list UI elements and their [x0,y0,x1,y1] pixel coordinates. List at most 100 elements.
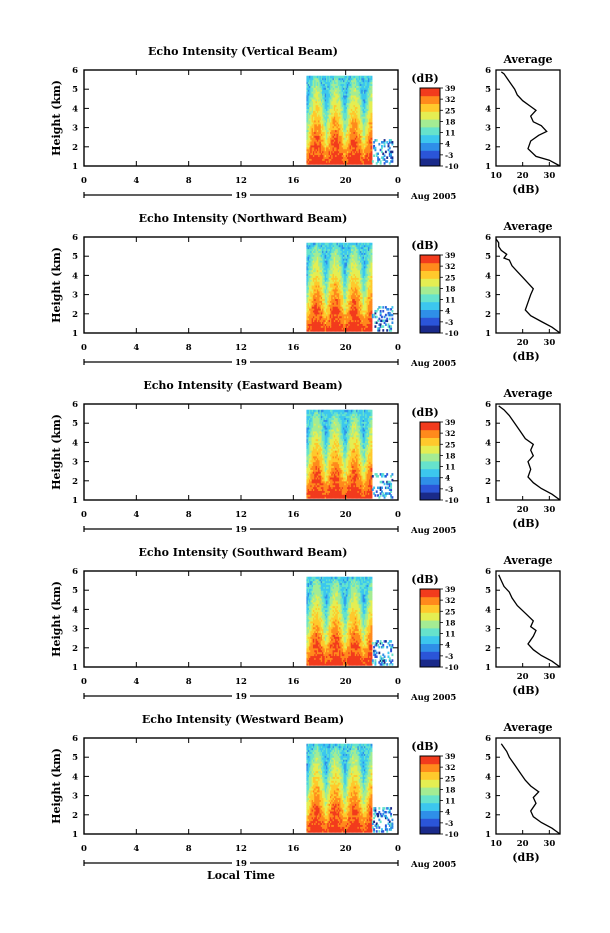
heat-cell [391,321,393,324]
colorbar-segment [420,278,440,282]
y-tick-label: 4 [72,104,78,114]
y-tick-label: 4 [72,271,78,281]
x-tick-label: 20 [340,176,352,186]
colorbar-segment [420,282,440,286]
heat-cell [373,154,375,157]
panel-title: Echo Intensity (Vertical Beam) [148,45,338,58]
heat-cell [384,139,386,142]
avg-x-tick-label: 20 [517,338,529,348]
heat-cell [391,141,393,144]
y-axis-label: Height (km) [50,247,63,323]
heat-cell [389,318,391,321]
colorbar-tick-label: 18 [445,117,455,126]
colorbar-segment [420,321,440,325]
heat-cell [386,329,388,332]
avg-x-label: (dB) [512,183,539,196]
colorbar-tick-label: 39 [445,84,455,93]
y-tick-label: 6 [72,66,78,76]
avg-x-label: (dB) [512,350,539,363]
colorbar-segment [420,325,440,329]
heat-cell [391,151,393,154]
heat-cell [390,325,392,328]
y-tick-label: 3 [72,291,78,301]
avg-title: Average [502,220,552,233]
heat-cell [382,306,384,309]
heat-cell [374,147,376,150]
heat-cell [380,310,382,313]
colorbar-tick-label: 11 [445,129,455,138]
x-tick-label: 4 [133,343,139,353]
date-label: Aug 2005 [410,192,456,202]
colorbar-segment [420,263,440,267]
colorbar-tick-label: 32 [445,95,455,104]
avg-title: Average [502,53,552,66]
heat-cell [388,308,390,311]
y-tick-label: 1 [72,162,78,172]
heatmap [306,243,393,332]
avg-x-tick-label: 30 [543,171,555,181]
colorbar-segment [420,92,440,96]
heat-cell [380,160,382,163]
avg-x-tick-label: 20 [517,171,529,181]
y-tick-label: 5 [72,252,78,262]
avg-y-tick-label: 4 [485,104,491,114]
colorbar-segment [420,306,440,310]
x-tick-label: 20 [340,343,352,353]
avg-y-tick-label: 3 [485,291,491,301]
colorbar-segment [420,123,440,127]
x-tick-label: 12 [235,343,247,353]
colorbar-segment [420,286,440,290]
colorbar-segment [420,271,440,275]
y-tick-label: 2 [72,310,78,320]
colorbar-segment [420,310,440,314]
avg-x-tick-label: 10 [490,171,502,181]
panel-3: Echo Intensity (Eastward Beam)123456Heig… [50,379,560,536]
heat-cell [391,318,393,321]
heat-cell [376,139,378,142]
x-tick-label: 8 [186,176,192,186]
colorbar-tick-label: 4 [445,307,450,316]
date-label: Aug 2005 [410,359,456,369]
heat-cell [382,329,384,332]
heat-cell [389,147,391,150]
heat-cell [391,156,393,159]
colorbar-tick-label: -10 [445,162,459,171]
heat-cell [384,154,386,157]
avg-profile-line [501,72,560,166]
colorbar-segment [420,119,440,123]
avg-y-tick-label: 2 [485,143,491,153]
colorbar-tick-label: -3 [445,318,453,327]
colorbar-segment [420,111,440,115]
x-tick-label: 0 [81,176,87,186]
avg-y-tick-label: 1 [485,329,491,339]
colorbar-segment [420,88,440,92]
heat-cell [381,145,383,148]
colorbar-segment [420,150,440,154]
colorbar-segment [420,115,440,119]
colorbar-segment [420,139,440,143]
colorbar-segment [420,259,440,263]
heat-cell [391,306,393,309]
heatmap [306,76,393,165]
panel-title: Echo Intensity (Eastward Beam) [143,379,342,392]
day-label: 19 [235,358,247,368]
avg-profile-line [496,239,560,333]
heat-cell [386,160,388,163]
panel-1: Echo Intensity (Vertical Beam)123456Heig… [50,45,560,202]
heat-cell [371,243,373,246]
colorbar-tick-label: 25 [445,106,455,115]
day-label: 19 [235,191,247,201]
colorbar-segment [420,298,440,302]
colorbar-segment [420,267,440,271]
colorbar-segment [420,127,440,131]
heat-cell [382,310,384,313]
colorbar-tick-label: 39 [445,251,455,260]
heat-cell [374,325,376,328]
colorbar-label: (dB) [411,72,438,85]
heat-cell [381,316,383,319]
heat-cell [372,160,374,163]
heat-cell [385,314,387,317]
colorbar-segment [420,255,440,259]
